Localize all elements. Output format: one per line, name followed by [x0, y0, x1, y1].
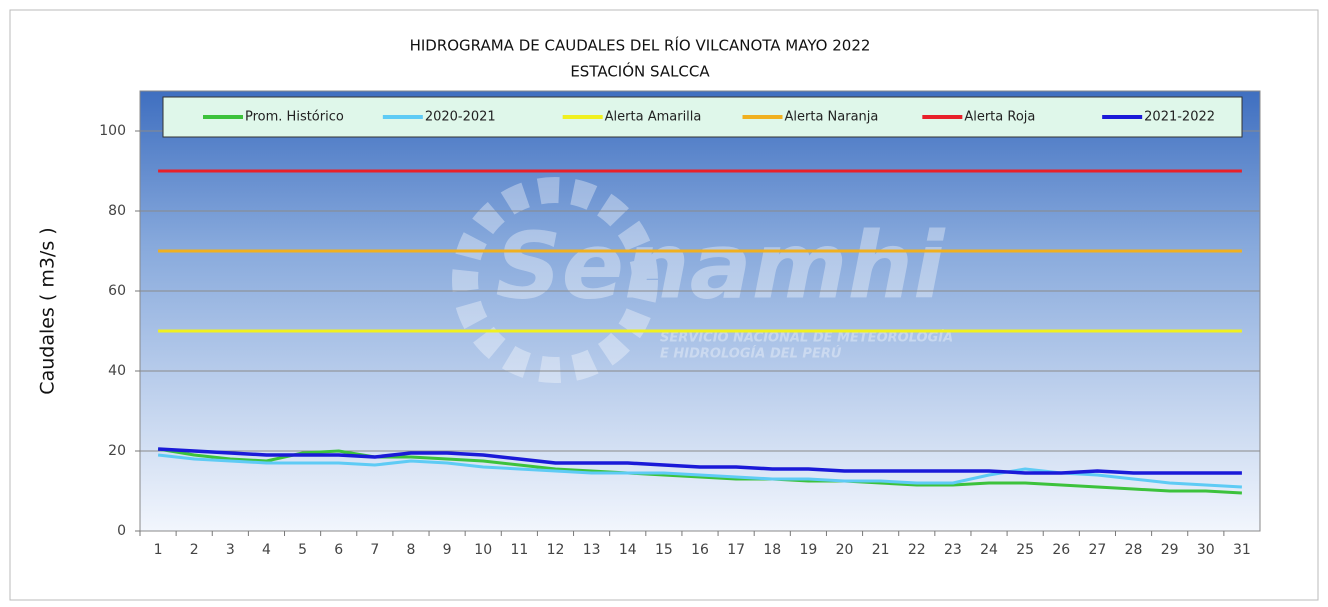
legend-label: Alerta Amarilla: [605, 110, 702, 125]
x-tick-label: 1: [154, 542, 163, 558]
x-tick-label: 10: [474, 542, 492, 558]
x-tick-label: 20: [836, 542, 854, 558]
watermark-text: E HIDROLOGÍA DEL PERÚ: [660, 346, 842, 362]
chart-subtitle: ESTACIÓN SALCCA: [570, 62, 710, 81]
x-tick-label: 8: [407, 542, 416, 558]
x-tick-label: 7: [370, 542, 379, 558]
x-tick-label: 26: [1052, 542, 1070, 558]
x-tick-label: 23: [944, 542, 962, 558]
legend-label: Alerta Roja: [964, 110, 1035, 125]
y-tick-label: 0: [117, 523, 126, 539]
series-line: [158, 447, 1242, 475]
x-tick-label: 24: [980, 542, 998, 558]
x-tick-label: 2: [190, 542, 199, 558]
x-tick-label: 16: [691, 542, 709, 558]
y-tick-label: 60: [108, 283, 126, 299]
x-tick-label: 19: [799, 542, 817, 558]
legend-label: 2020-2021: [425, 110, 496, 125]
watermark-text: SERVICIO NACIONAL DE METEOROLOGÍA: [660, 330, 953, 346]
x-tick-label: 5: [298, 542, 307, 558]
x-tick-label: 30: [1197, 542, 1215, 558]
x-tick-label: 27: [1089, 542, 1107, 558]
legend: [162, 96, 1243, 138]
x-tick-label: 21: [872, 542, 890, 558]
legend-label: 2021-2022: [1144, 110, 1215, 125]
chart-title: HIDROGRAMA DE CAUDALES DEL RÍO VILCANOTA…: [410, 36, 871, 55]
x-tick-label: 3: [226, 542, 235, 558]
x-tick-label: 18: [763, 542, 781, 558]
y-tick-label: 80: [108, 203, 126, 219]
y-tick-label: 20: [108, 443, 126, 459]
x-tick-label: 29: [1161, 542, 1179, 558]
y-tick-label: 40: [108, 363, 126, 379]
x-tick-label: 11: [510, 542, 528, 558]
series-line: [157, 447, 1242, 495]
x-tick-label: 22: [908, 542, 926, 558]
legend-label: Alerta Naranja: [785, 110, 879, 125]
x-tick-label: 31: [1233, 542, 1251, 558]
watermark: Senamhi SERVICIO NACIONAL DE METEOROLOGÍ…: [452, 177, 953, 383]
x-tick-label: 6: [334, 542, 343, 558]
watermark-name: Senamhi: [495, 212, 946, 319]
x-tick-label: 17: [727, 542, 745, 558]
plot-area: [139, 90, 1261, 532]
x-tick-label: 9: [443, 542, 452, 558]
x-tick-label: 13: [583, 542, 601, 558]
legend-label: Prom. Histórico: [245, 110, 344, 125]
y-tick-label: 100: [99, 123, 126, 139]
y-axis-label: Caudales ( m3/s ): [37, 227, 59, 394]
x-tick-label: 28: [1125, 542, 1143, 558]
x-tick-label: 12: [547, 542, 565, 558]
x-tick-label: 15: [655, 542, 673, 558]
x-tick-label: 4: [262, 542, 271, 558]
watermark-logo: [452, 177, 658, 383]
x-tick-label: 14: [619, 542, 637, 558]
x-tick-label: 25: [1016, 542, 1034, 558]
